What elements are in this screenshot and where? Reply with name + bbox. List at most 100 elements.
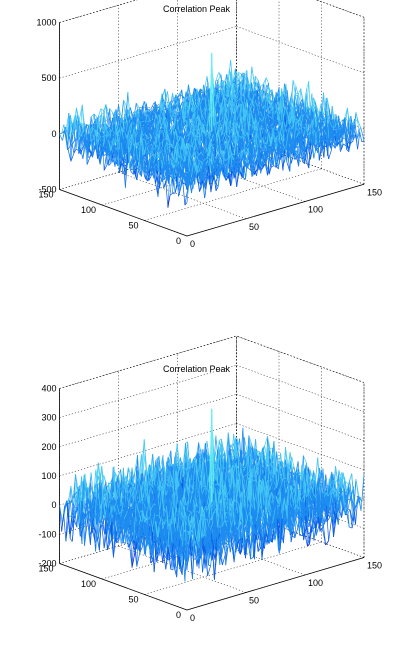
surface-edge [149, 135, 153, 141]
surface-edge [117, 149, 121, 166]
surface-edge [196, 105, 201, 112]
surface-edge [78, 104, 83, 121]
surface-edge [260, 83, 264, 88]
surface-edge [108, 163, 112, 166]
surface-edge [124, 106, 127, 118]
surface-edge [238, 84, 243, 91]
surface-edge [70, 122, 74, 162]
surface-edge [224, 101, 228, 115]
surface-edge [176, 113, 180, 116]
surface-edge [202, 116, 206, 124]
surface-edge [104, 135, 108, 165]
surface-edge [152, 125, 155, 133]
box-edge [315, 0, 365, 18]
surface-edge [111, 145, 115, 156]
surface-edge [220, 93, 224, 96]
surface-edge [215, 72, 220, 81]
surface-edge [265, 77, 269, 84]
surface-edge [100, 108, 104, 111]
surface-edge [106, 144, 110, 165]
surface-edge [93, 143, 97, 149]
surface-edge [97, 141, 102, 151]
surface-edge [81, 104, 85, 142]
surface-edge [152, 120, 156, 126]
surface-edge [98, 136, 102, 157]
surface-edge [155, 104, 160, 109]
surface-edge [149, 111, 152, 121]
surface-edge [71, 115, 76, 136]
surface-edge [67, 149, 72, 162]
surface-edge [61, 124, 65, 134]
surface-edge [100, 108, 104, 123]
surface-edge [132, 121, 135, 125]
surface-edge [99, 137, 103, 161]
surface-edge [123, 131, 128, 138]
surface-edge [204, 124, 207, 126]
surface-edge [239, 73, 243, 81]
surface-edge [110, 137, 114, 152]
surface-edge [149, 130, 154, 133]
surface-edge [114, 128, 118, 145]
surface-edge [99, 132, 103, 156]
surface-edge [190, 95, 194, 113]
surface-edge [111, 154, 116, 167]
surface-edge [125, 109, 129, 126]
surface-edge [227, 71, 232, 79]
surface-edge [97, 150, 101, 161]
surface-edge [185, 91, 190, 105]
surface-edge [103, 154, 107, 156]
surface-edge [236, 72, 240, 82]
surface-edge [84, 138, 88, 165]
surface-edge [189, 108, 193, 122]
surface-edge [249, 98, 253, 102]
grid-line [59, 0, 138, 23]
surface-edge [238, 95, 243, 101]
surface-edge [86, 124, 89, 126]
surface-edge [185, 91, 189, 94]
surface-edge [169, 107, 174, 114]
surface-edge [229, 99, 233, 115]
surface-edge [88, 125, 92, 142]
surface-edge [132, 134, 135, 148]
surface-edge [90, 128, 95, 135]
surface-edge [105, 104, 109, 113]
surface-edge [93, 113, 97, 133]
surface-edge [100, 114, 104, 131]
surface-edge [90, 123, 94, 131]
surface-edge [218, 72, 222, 76]
surface-edge [226, 99, 231, 132]
surface-edge [116, 128, 120, 171]
surface-edge [156, 126, 160, 138]
surface-edge [169, 107, 173, 130]
surface-edge [118, 162, 123, 171]
plot-title: Correlation Peak [162, 4, 231, 14]
surface-edge [74, 119, 77, 129]
surface-edge [98, 133, 102, 139]
surface-edge [149, 127, 152, 131]
surface-edge [268, 86, 272, 94]
surface-edge [238, 72, 242, 75]
surface-edge [90, 113, 95, 118]
surface-edge [185, 119, 189, 136]
surface-edge [148, 137, 152, 152]
surface-edge [235, 90, 238, 98]
surface-edge [266, 93, 270, 99]
surface-edge [78, 149, 82, 154]
surface-edge [177, 122, 180, 135]
surface-edge [171, 126, 175, 135]
surface-edge [95, 129, 99, 137]
surface-edge [217, 92, 221, 95]
surface-edge [215, 95, 219, 100]
surface-edge [111, 145, 115, 151]
surface-edge [268, 89, 273, 94]
surface-edge [82, 138, 86, 159]
surface-edge [81, 136, 85, 147]
y-axis-line [59, 189, 188, 237]
surface-edge [79, 147, 84, 155]
surface-edge [108, 139, 111, 152]
surface-edge [98, 115, 101, 133]
surface-edge [233, 97, 237, 102]
surface-edge [234, 100, 239, 112]
surface-edge [240, 85, 244, 96]
